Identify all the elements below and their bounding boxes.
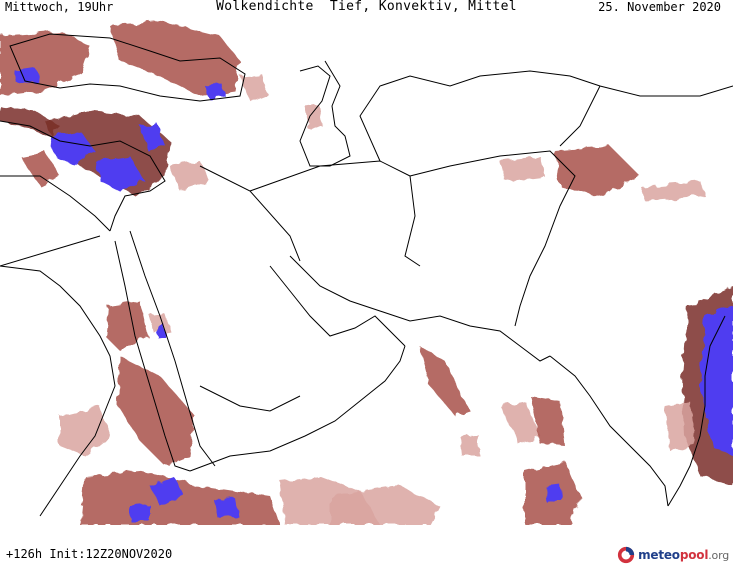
- model-run-info: +126h Init:12Z20NOV2020: [6, 547, 173, 561]
- brand-name: meteopool.org: [638, 548, 729, 562]
- cloud-density-map: [0, 21, 733, 525]
- map-title: Wolkendichte Tief, Konvektiv, Mittel: [216, 0, 517, 14]
- brand-logo[interactable]: meteopool.org: [617, 545, 729, 565]
- cloud-cover-layer: [0, 21, 733, 525]
- forecast-date-label: 25. November 2020: [598, 0, 721, 14]
- forecast-time-label: Mittwoch, 19Uhr: [5, 0, 114, 14]
- convective-cells: [15, 68, 733, 521]
- meteopool-logo-icon: [617, 546, 635, 564]
- country-borders: [0, 33, 733, 517]
